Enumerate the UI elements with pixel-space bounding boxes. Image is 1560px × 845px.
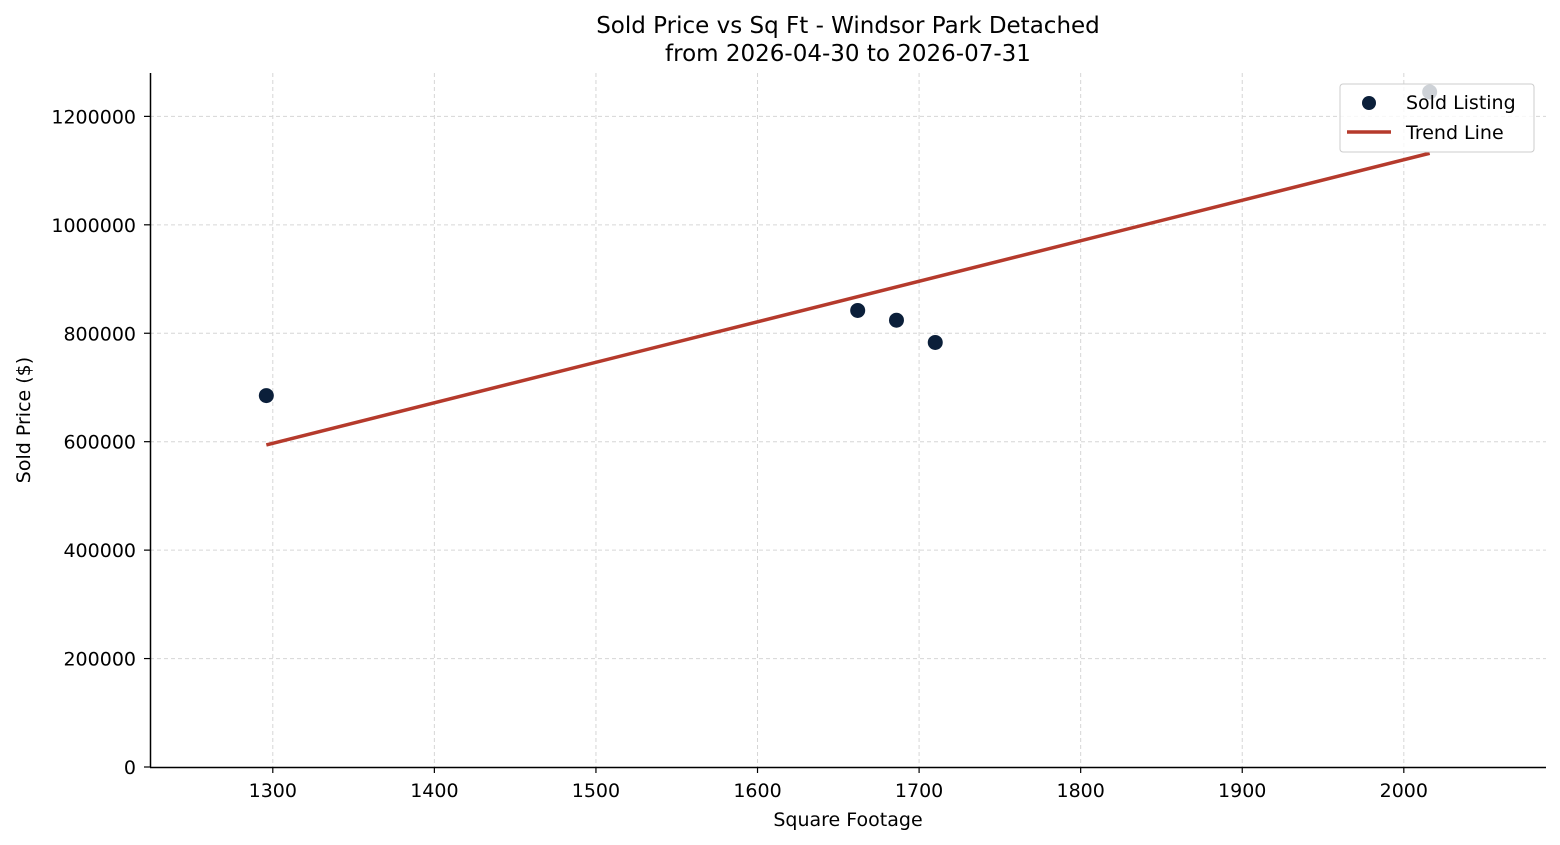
y-tick-label: 400000: [63, 540, 136, 562]
chart-subtitle: from 2026-04-30 to 2026-07-31: [665, 41, 1031, 67]
y-tick-label: 800000: [63, 323, 136, 345]
x-tick-label: 1600: [733, 780, 781, 802]
data-point: [258, 388, 274, 404]
y-axis-label: Sold Price ($): [13, 357, 35, 483]
y-tick-label: 1000000: [51, 215, 136, 237]
legend-scatter-marker: [1362, 96, 1376, 110]
y-tick-label: 1200000: [51, 106, 136, 128]
trend-line: [265, 151, 1431, 447]
legend: Sold Listing Trend Line: [1339, 83, 1535, 153]
x-tick-label: 1800: [1056, 780, 1104, 802]
x-tick-label: 1700: [895, 780, 943, 802]
data-point: [850, 302, 866, 318]
ticks: 1300 1400 1500 1600 1700 1800 1900 2000 0 200000 4…: [51, 106, 1428, 802]
data-point: [888, 312, 904, 328]
y-tick-label: 600000: [63, 432, 136, 454]
axes: [149, 73, 1546, 769]
grid-lines: [150, 73, 1546, 767]
legend-label-sold-listing: Sold Listing: [1406, 92, 1516, 114]
chart-title: Sold Price vs Sq Ft - Windsor Park Detac…: [596, 13, 1100, 39]
x-tick-label: 1300: [249, 780, 297, 802]
legend-box: [1339, 83, 1535, 153]
x-tick-label: 1500: [572, 780, 620, 802]
x-axis-label: Square Footage: [773, 809, 922, 831]
y-tick-label: 200000: [63, 649, 136, 671]
y-tick-label: 0: [124, 757, 136, 779]
x-tick-label: 1400: [410, 780, 458, 802]
x-tick-label: 1900: [1218, 780, 1266, 802]
legend-label-trend-line: Trend Line: [1405, 122, 1504, 144]
x-tick-label: 2000: [1380, 780, 1428, 802]
data-point: [927, 334, 943, 350]
plot-area: [258, 84, 1438, 447]
